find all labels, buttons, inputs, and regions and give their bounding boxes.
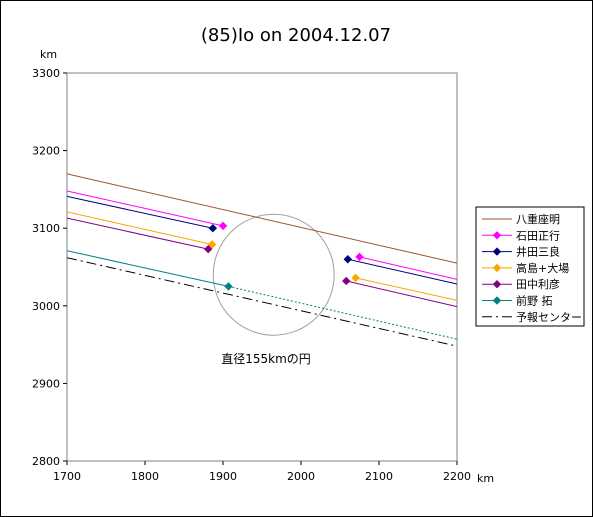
- legend-label: 予報センター: [516, 311, 582, 324]
- legend-label: 前野 拓: [516, 294, 553, 308]
- series-point: [342, 276, 351, 286]
- legend-box: [475, 206, 585, 327]
- series-5: [67, 250, 457, 340]
- legend-item: 田中利彦: [482, 277, 560, 291]
- x-axis-unit-label: km: [477, 472, 494, 485]
- legend-item: 八重座明: [482, 212, 560, 226]
- legend-item: 石田正行: [482, 229, 560, 242]
- chart-title: (85)Io on 2004.12.07: [201, 25, 391, 46]
- series-point: [343, 255, 353, 264]
- y-tick-label: 2800: [32, 455, 60, 468]
- series-3: [67, 211, 457, 301]
- legend-swatch-marker: [492, 263, 502, 273]
- legend-swatch-marker: [492, 247, 502, 256]
- x-tick-label: 1800: [131, 470, 159, 483]
- x-tick-label: 1700: [53, 470, 81, 483]
- series-line: [67, 217, 209, 250]
- series-line: [67, 190, 224, 227]
- y-tick-label: 2900: [32, 377, 60, 390]
- series-4: [67, 217, 457, 308]
- y-tick-label: 3200: [32, 145, 60, 158]
- legend-label: 八重座明: [516, 212, 560, 226]
- x-tick-label: 2100: [365, 470, 393, 483]
- series-line: [359, 256, 457, 280]
- series-point: [207, 240, 217, 249]
- series-line: [346, 280, 457, 308]
- x-tick-label: 1900: [209, 470, 237, 483]
- series-point: [224, 282, 233, 291]
- y-tick-label: 3100: [32, 222, 60, 235]
- legend-label: 高島+大場: [516, 261, 569, 275]
- series-line: [67, 250, 229, 287]
- legend-label: 石田正行: [516, 229, 560, 242]
- diameter-circle: [212, 213, 335, 336]
- y-axis: 2800 2900 3000 3100 3200 3300: [32, 67, 67, 468]
- legend-swatch-marker: [492, 296, 502, 305]
- legend-item: 井田三良: [482, 245, 560, 259]
- series-line: [355, 277, 457, 301]
- legend-swatch-marker: [492, 279, 502, 289]
- series-point: [351, 273, 360, 283]
- x-tick-label: 2000: [287, 470, 315, 483]
- circle-annotation: 直径155kmの円: [221, 352, 311, 366]
- series-line: [67, 257, 457, 347]
- series-0: [67, 173, 457, 264]
- series-point: [203, 244, 213, 254]
- legend-label: 田中利彦: [516, 277, 560, 291]
- series-point: [208, 223, 218, 233]
- series-line: [67, 173, 457, 264]
- series-6: [67, 257, 457, 347]
- legend-swatch-marker: [492, 231, 502, 240]
- plot-area: [66, 72, 458, 462]
- legend-label: 井田三良: [516, 245, 560, 259]
- legend-item: 予報センター: [482, 311, 582, 324]
- series-1: [67, 190, 457, 280]
- y-tick-label: 3000: [32, 300, 60, 313]
- series-line: [347, 258, 457, 285]
- legend-item: 高島+大場: [482, 261, 569, 275]
- y-axis-unit-label: km: [40, 48, 57, 61]
- legend-item: 前野 拓: [482, 294, 553, 308]
- series-2: [67, 195, 457, 285]
- series-projection-line: [228, 285, 457, 340]
- x-tick-label: 2200: [443, 470, 471, 483]
- y-tick-label: 3300: [32, 67, 60, 80]
- series-point: [218, 221, 228, 231]
- x-axis: 1700 1800 1900 2000 2100 2200: [53, 461, 471, 483]
- series-line: [67, 195, 213, 229]
- series-point: [355, 252, 364, 262]
- series-line: [67, 211, 213, 245]
